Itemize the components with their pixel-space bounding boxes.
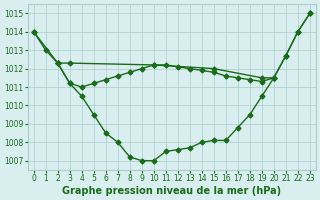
X-axis label: Graphe pression niveau de la mer (hPa): Graphe pression niveau de la mer (hPa) <box>62 186 281 196</box>
